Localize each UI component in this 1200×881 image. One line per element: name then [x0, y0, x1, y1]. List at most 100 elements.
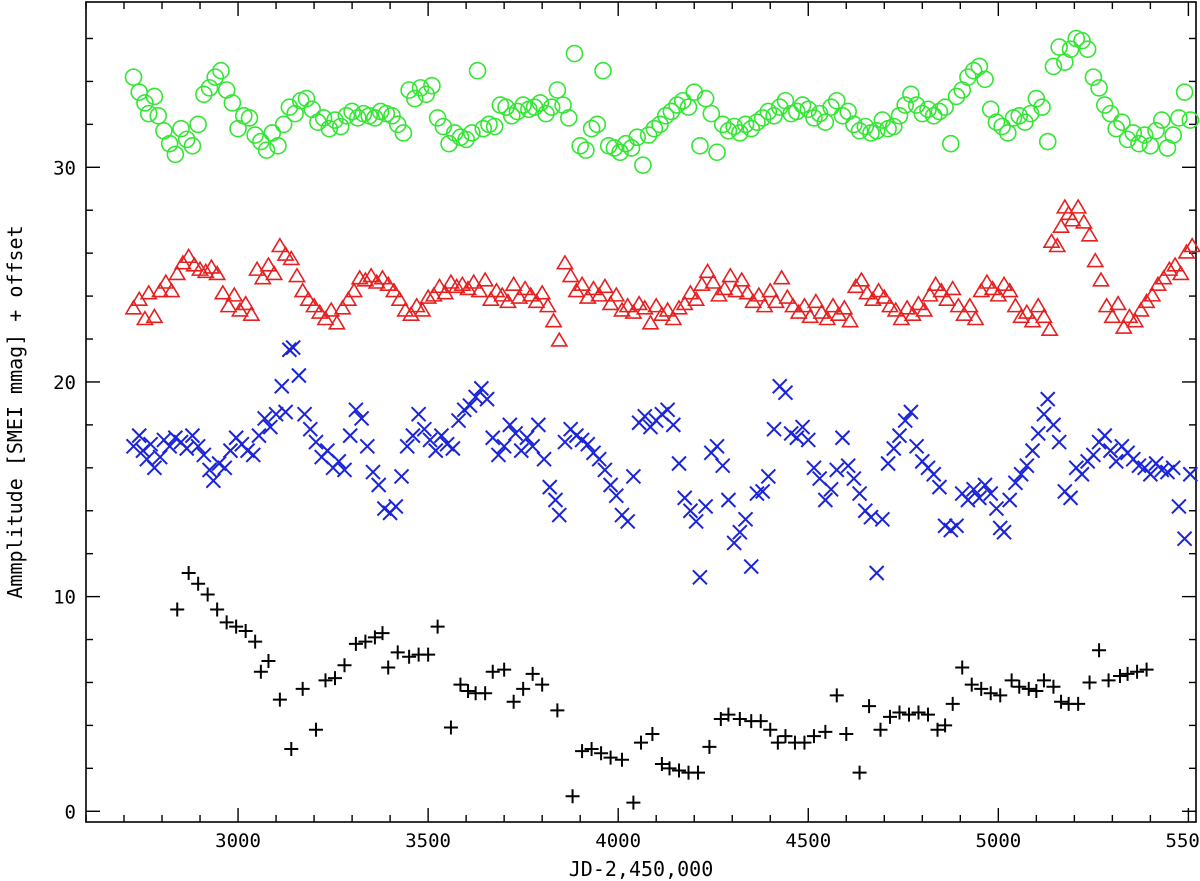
- data-point-circle: [1073, 31, 1091, 50]
- data-point-circle: [788, 102, 806, 121]
- data-point-cross: [507, 425, 524, 442]
- data-point-triangle: [419, 288, 438, 304]
- data-point-circle: [1147, 121, 1165, 140]
- data-point-circle: [867, 121, 886, 140]
- data-point-cross: [1007, 475, 1024, 491]
- data-point-cross: [490, 447, 507, 463]
- data-point-triangle: [1000, 282, 1019, 298]
- data-point-triangle: [607, 286, 626, 302]
- data-point-cross: [502, 417, 518, 433]
- data-point-triangle: [1183, 237, 1200, 253]
- data-point-circle: [531, 94, 550, 112]
- data-point-plus: [284, 742, 299, 757]
- data-point-triangle: [687, 290, 706, 306]
- data-point-cross: [1024, 442, 1041, 459]
- data-point-plus: [654, 757, 669, 772]
- data-point-circle: [742, 119, 761, 138]
- data-point-triangle: [823, 297, 842, 313]
- data-point-cross: [256, 410, 273, 427]
- data-point-plus: [443, 720, 458, 735]
- data-point-circle: [417, 85, 436, 104]
- data-point-triangle: [544, 312, 563, 328]
- data-point-triangle: [555, 254, 574, 270]
- data-point-cross: [142, 436, 159, 452]
- data-point-circle: [628, 128, 646, 147]
- data-point-cross: [496, 438, 512, 455]
- data-point-triangle: [949, 297, 968, 313]
- data-point-triangle: [960, 297, 979, 313]
- data-point-cross: [422, 432, 438, 448]
- data-point-cross: [348, 402, 364, 418]
- data-point-triangle: [168, 265, 187, 281]
- data-point-circle: [890, 106, 909, 125]
- data-point-circle: [611, 143, 629, 162]
- data-point-circle: [423, 76, 441, 95]
- data-point-circle: [713, 115, 732, 134]
- data-point-triangle: [521, 286, 540, 302]
- data-point-circle: [645, 119, 664, 138]
- data-point-cross: [1165, 460, 1181, 476]
- data-point-triangle: [367, 273, 386, 289]
- data-point-triangle: [384, 282, 403, 298]
- data-point-plus: [367, 630, 382, 645]
- data-point-cross: [948, 518, 965, 534]
- series-plus: [170, 565, 1154, 810]
- data-point-circle: [702, 104, 721, 123]
- data-point-circle: [565, 44, 584, 63]
- data-point-plus: [955, 660, 970, 675]
- data-point-plus: [535, 677, 550, 692]
- data-point-plus: [461, 684, 476, 699]
- x-tick-label: 4500: [785, 830, 831, 852]
- data-point-plus: [1071, 696, 1086, 711]
- data-point-triangle: [493, 286, 512, 302]
- data-point-circle: [594, 61, 612, 80]
- data-point-cross: [551, 507, 567, 523]
- y-tick-label: 30: [53, 157, 76, 179]
- data-point-cross: [874, 511, 891, 528]
- data-point-triangle: [1143, 286, 1162, 302]
- data-point-triangle: [1097, 297, 1116, 313]
- data-point-circle: [993, 117, 1011, 136]
- data-point-plus: [1139, 662, 1154, 677]
- data-point-circle: [343, 102, 361, 121]
- data-point-plus: [921, 707, 936, 722]
- data-point-cross: [777, 384, 794, 401]
- data-point-circle: [502, 106, 521, 125]
- data-point-plus: [852, 765, 867, 780]
- data-point-triangle: [344, 282, 364, 298]
- data-point-circle: [514, 96, 532, 114]
- data-point-triangle: [977, 273, 996, 289]
- data-point-triangle: [875, 288, 894, 304]
- data-point-triangle: [213, 284, 232, 300]
- data-point-circle: [959, 68, 977, 86]
- data-point-circle: [1078, 40, 1097, 59]
- data-point-cross: [405, 427, 421, 444]
- data-point-plus: [911, 705, 926, 720]
- data-point-triangle: [424, 286, 443, 302]
- data-point-cross: [1002, 492, 1018, 508]
- data-point-plus: [381, 660, 396, 675]
- data-point-cross: [393, 468, 410, 485]
- data-point-circle: [896, 96, 914, 114]
- data-point-plus: [229, 619, 244, 634]
- data-point-triangle: [151, 282, 170, 298]
- data-point-cross: [697, 498, 714, 515]
- data-point-plus: [901, 707, 916, 722]
- data-point-plus: [358, 634, 373, 649]
- data-point-plus: [390, 645, 405, 660]
- data-point-triangle: [1040, 320, 1059, 337]
- data-point-plus: [1054, 694, 1069, 709]
- data-point-triangle: [835, 299, 854, 315]
- data-point-cross: [580, 436, 596, 452]
- data-point-cross: [619, 513, 636, 530]
- data-point-cross: [485, 430, 501, 446]
- data-point-triangle: [732, 271, 751, 287]
- data-point-triangle: [966, 310, 985, 326]
- data-point-circle: [149, 106, 168, 125]
- data-point-plus: [974, 681, 989, 696]
- data-point-circle: [1027, 89, 1046, 108]
- data-point-plus: [691, 765, 706, 780]
- data-point-circle: [1152, 111, 1171, 129]
- data-point-triangle: [795, 297, 814, 313]
- data-point-triangle: [727, 282, 746, 298]
